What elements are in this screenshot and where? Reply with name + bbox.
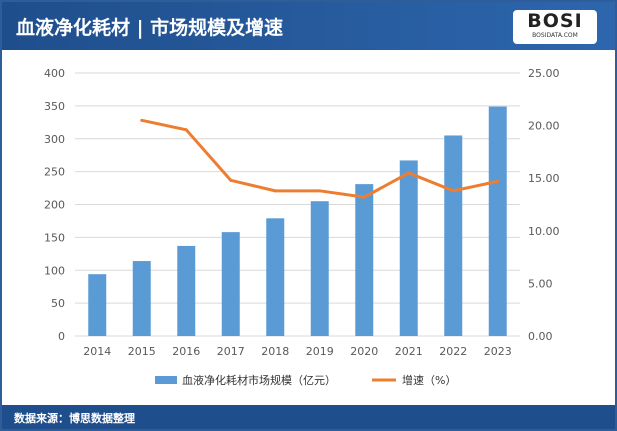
growth-point-2016 [184,128,188,132]
bar-2018 [266,218,285,336]
legend-line-label: 增速（%） [402,373,456,387]
y-left-tick-label: 200 [44,199,65,212]
x-tick-label: 2017 [217,345,245,358]
x-tick-label: 2022 [439,345,467,358]
x-tick-label: 2023 [484,345,512,358]
x-tick-label: 2021 [395,345,423,358]
bosi-logo: BOSI BOSIDATA.COM [513,10,597,44]
source-note: 数据来源：博思数据整理 [14,412,135,425]
growth-point-2023 [496,179,500,183]
y-left-tick-label: 400 [44,67,65,80]
bar-2016 [177,245,196,336]
legend-bar-label: 血液净化耗材市场规模（亿元） [182,373,336,387]
x-tick-label: 2015 [128,345,156,358]
x-tick-label: 2020 [350,345,378,358]
legend-bar-swatch [155,376,177,384]
y-left-tick-label: 50 [51,297,65,310]
growth-point-2017 [229,178,233,182]
bar-2020 [355,184,374,336]
y-left-tick-label: 100 [44,264,65,277]
y-left-tick-label: 0 [58,330,65,343]
growth-point-2020 [362,195,366,199]
x-tick-label: 2014 [83,345,111,358]
footer-band: 数据来源：博思数据整理 [2,405,615,429]
bar-2021 [399,160,418,336]
y-left-tick-label: 150 [44,231,65,244]
y-right-tick-label: 10.00 [528,225,560,238]
x-tick-label: 2019 [306,345,334,358]
bar-2019 [310,201,329,336]
y-left-tick-label: 350 [44,100,65,113]
y-right-tick-label: 25.00 [528,67,560,80]
y-left-tick-label: 250 [44,166,65,179]
y-right-tick-label: 15.00 [528,172,560,185]
growth-point-2018 [273,189,277,193]
y-right-tick-label: 20.00 [528,120,560,133]
bar-2022 [444,135,463,336]
header-band: 血液净化耗材 | 市场规模及增速 BOSI BOSIDATA.COM [2,2,615,50]
y-right-tick-label: 5.00 [528,277,553,290]
y-right-tick-label: 0.00 [528,330,553,343]
growth-point-2022 [451,189,455,193]
chart-title: 血液净化耗材 | 市场规模及增速 [16,17,284,39]
x-tick-label: 2016 [172,345,200,358]
bar-2017 [221,232,240,336]
x-tick-label: 2018 [261,345,289,358]
growth-point-2019 [318,189,322,193]
bar-2015 [132,261,151,336]
y-left-tick-label: 300 [44,133,65,146]
bar-2023 [488,106,507,336]
bar-2014 [88,274,107,336]
growth-point-2015 [140,118,144,122]
growth-point-2021 [407,171,411,175]
